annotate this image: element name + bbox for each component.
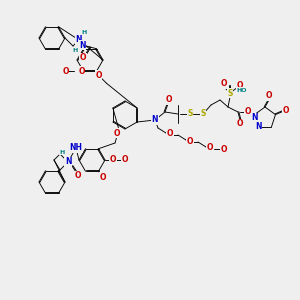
Text: O: O bbox=[266, 92, 272, 100]
Text: O: O bbox=[221, 145, 227, 154]
Text: N: N bbox=[65, 158, 71, 166]
Text: N: N bbox=[255, 122, 262, 131]
Text: O: O bbox=[245, 107, 251, 116]
Text: NH: NH bbox=[70, 143, 83, 152]
Text: O: O bbox=[122, 155, 128, 164]
Text: H: H bbox=[72, 47, 78, 52]
Text: O: O bbox=[114, 128, 120, 137]
Text: H: H bbox=[81, 29, 87, 34]
Text: N: N bbox=[252, 113, 258, 122]
Text: O: O bbox=[80, 53, 86, 62]
Text: H: H bbox=[59, 149, 64, 154]
Text: S: S bbox=[227, 88, 233, 98]
Text: O: O bbox=[95, 71, 102, 80]
Text: O: O bbox=[237, 80, 243, 89]
Text: S: S bbox=[200, 110, 206, 118]
Text: O: O bbox=[187, 136, 193, 146]
Text: O: O bbox=[110, 155, 116, 164]
Text: O: O bbox=[75, 172, 81, 181]
Text: O: O bbox=[99, 173, 106, 182]
Text: N: N bbox=[152, 116, 158, 124]
Text: O: O bbox=[166, 95, 172, 104]
Text: O: O bbox=[237, 119, 243, 128]
Text: O: O bbox=[62, 67, 69, 76]
Text: N: N bbox=[79, 40, 85, 50]
Text: O: O bbox=[207, 143, 213, 152]
Text: O: O bbox=[167, 130, 173, 139]
Text: O: O bbox=[282, 106, 289, 115]
Text: HO: HO bbox=[237, 88, 247, 92]
Text: N: N bbox=[76, 35, 82, 44]
Text: O: O bbox=[78, 67, 85, 76]
Text: O: O bbox=[221, 80, 227, 88]
Text: S: S bbox=[187, 110, 193, 118]
